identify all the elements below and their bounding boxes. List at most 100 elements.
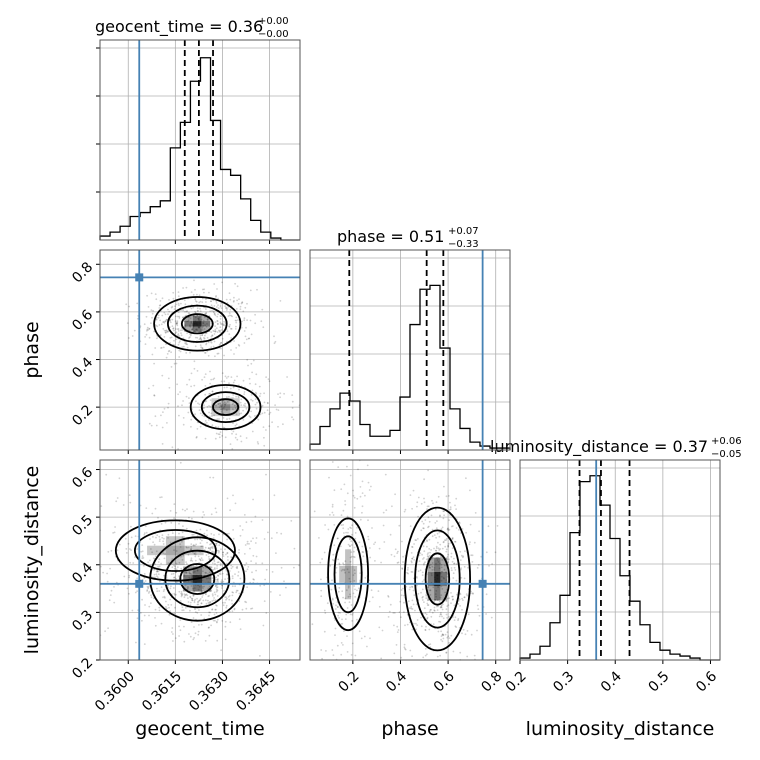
scatter-point [241,301,244,304]
contour-1-1 [133,529,217,572]
scatter-point [184,571,186,574]
scatter-point [423,579,425,581]
scatter-point [337,537,339,540]
scatter-point [429,551,431,554]
scatter-point [451,538,454,540]
scatter-point [411,571,414,573]
scatter-point [447,542,450,545]
scatter-point [199,559,202,562]
scatter-point [199,425,202,428]
scatter-point [321,558,323,560]
scatter-point [219,404,222,407]
scatter-point [172,587,175,589]
scatter-point [234,282,237,285]
scatter-point [449,508,452,510]
scatter-point [206,405,209,408]
scatter-point [190,307,193,310]
scatter-point [216,320,219,322]
scatter-point [285,586,287,589]
scatter-point [255,393,258,395]
x-tick-label-luminosity_distance-4: 0.6 [693,668,720,695]
scatter-point [342,509,345,512]
scatter-point [177,334,179,337]
scatter-point [431,565,434,568]
scatter-point [416,577,418,579]
scatter-point [129,561,132,564]
scatter-point [215,590,218,593]
scatter-point [442,633,444,636]
scatter-point [220,323,223,326]
scatter-point [224,436,227,439]
scatter-point [224,625,227,628]
scatter-point [411,599,414,602]
scatter-point [210,378,213,381]
scatter-point [181,609,184,612]
scatter-point [143,614,146,617]
scatter-point [190,543,193,545]
scatter-point [447,527,449,530]
scatter-point [209,382,212,385]
scatter-point [210,590,213,592]
scatter-point [455,508,457,510]
scatter-point [442,637,445,640]
scatter-point [279,594,281,596]
scatter-point [239,525,242,527]
scatter-point [180,555,182,558]
scatter-point [257,418,260,421]
scatter-point [251,430,254,433]
scatter-point [334,634,336,636]
scatter-point [162,596,164,599]
scatter-point [181,540,183,543]
scatter-point [453,604,456,607]
scatter-point [402,587,404,590]
scatter-point [430,608,432,611]
scatter-point [426,555,429,557]
scatter-point [446,636,449,639]
scatter-point [214,585,217,587]
scatter-point [151,312,154,315]
scatter-point [367,519,369,522]
scatter-point [214,579,217,581]
scatter-point [364,577,367,579]
scatter-point [420,591,422,594]
scatter-point [240,302,243,305]
y-axis-label-luminosity-distance: luminosity_distance [21,466,43,655]
scatter-point [196,603,199,606]
scatter-point [356,497,359,500]
scatter-point [182,287,185,289]
scatter-point [411,545,413,548]
scatter-point [454,540,456,543]
scatter-point [251,607,254,610]
scatter-point [180,591,183,593]
scatter-point [453,562,455,565]
scatter-point [210,566,213,569]
scatter-point [186,383,188,386]
scatter-point [352,592,355,595]
scatter-point [145,507,148,509]
scatter-point [175,303,178,306]
scatter-point [195,543,198,546]
scatter-point [211,577,214,579]
scatter-point [426,599,429,602]
density-cell [165,555,185,565]
scatter-point [199,538,202,541]
scatter-point [243,514,246,516]
scatter-point [237,396,240,398]
scatter-point [367,538,370,541]
scatter-point [193,637,196,639]
scatter-point [209,392,212,395]
scatter-point [404,647,406,650]
scatter-point [217,402,220,405]
scatter-point [348,545,351,547]
scatter-point [128,305,131,308]
scatter-point [270,537,273,540]
scatter-point [260,320,263,323]
scatter-point [218,344,221,346]
scatter-point [402,555,404,558]
scatter-point [193,626,195,628]
scatter-point [131,609,134,612]
scatter-point [415,628,417,631]
scatter-point [255,407,258,410]
scatter-point [226,552,229,555]
scatter-point [265,568,268,571]
